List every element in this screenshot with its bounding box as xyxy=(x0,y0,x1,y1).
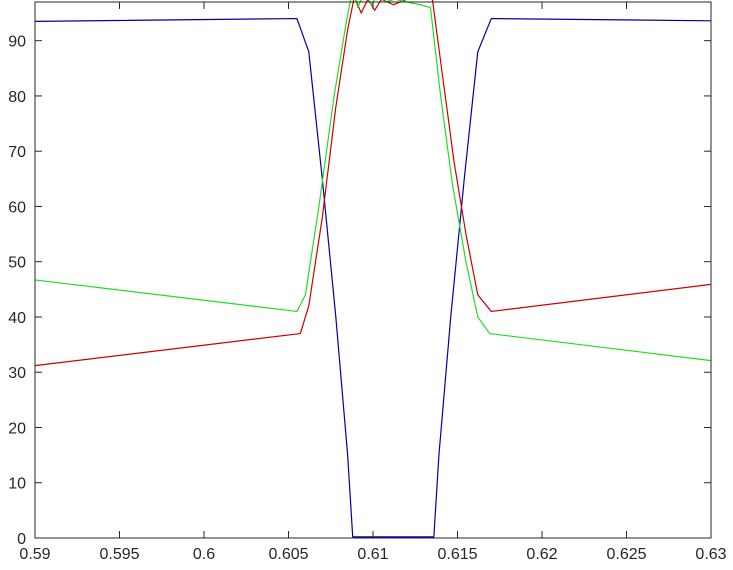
y-tick-label: 0 xyxy=(17,531,26,548)
x-tick-label: 0.615 xyxy=(437,546,477,563)
y-tick-label: 90 xyxy=(8,34,26,51)
plot-area xyxy=(35,2,711,538)
y-tick-label: 80 xyxy=(8,89,26,106)
series-line-1 xyxy=(34,17,712,538)
x-tick-label: 0.63 xyxy=(695,546,726,563)
series-line-3 xyxy=(34,0,712,362)
y-tick-label: 40 xyxy=(8,310,26,327)
y-tick-label: 10 xyxy=(8,476,26,493)
x-tick-label: 0.59 xyxy=(19,546,50,563)
axes-layer: 0.59 0.595 0.6 0.605 0.61 0.615 0.62 0.625 0.63 0… xyxy=(8,1,727,563)
y-tick-label: 50 xyxy=(8,255,26,272)
x-tick-label: 0.595 xyxy=(99,546,139,563)
x-tick-label: 0.605 xyxy=(268,546,308,563)
x-tick-label: 0.6 xyxy=(193,546,215,563)
plot-background xyxy=(35,2,711,538)
y-tick-label: 60 xyxy=(8,199,26,216)
y-tick-label: 20 xyxy=(8,420,26,437)
x-tick-label: 0.625 xyxy=(606,546,646,563)
y-tick-label: 70 xyxy=(8,144,26,161)
x-tick-label: 0.62 xyxy=(526,546,557,563)
x-tick-label: 0.61 xyxy=(357,546,388,563)
y-tick-label: 30 xyxy=(8,365,26,382)
